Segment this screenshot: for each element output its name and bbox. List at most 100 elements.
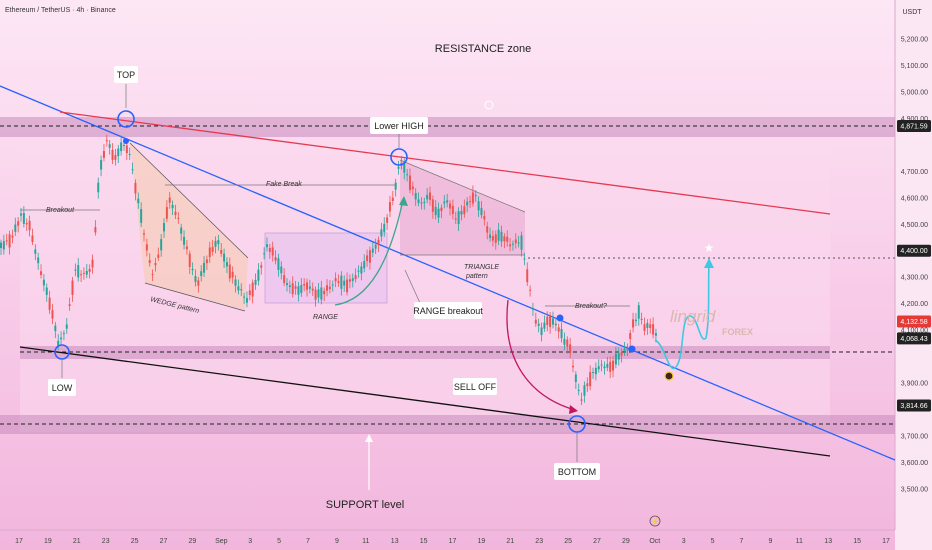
candle-body xyxy=(165,207,168,219)
candle-body xyxy=(563,338,566,345)
candle-body xyxy=(71,280,74,295)
candle-body xyxy=(363,261,366,269)
candle-body xyxy=(22,213,25,224)
price-tick-label: 4,300.00 xyxy=(901,275,928,282)
time-tick-label: Oct xyxy=(649,538,660,545)
candle-body xyxy=(48,297,51,310)
candle-body xyxy=(131,169,134,171)
candle-body xyxy=(254,279,257,285)
top-dot xyxy=(123,138,129,144)
candle-body xyxy=(268,247,271,252)
candle-body xyxy=(623,348,626,352)
time-tick-label: 17 xyxy=(449,538,457,545)
wedge-shape xyxy=(130,143,248,310)
candle-body xyxy=(42,279,45,286)
candle-body xyxy=(606,363,609,368)
candle-body xyxy=(163,223,166,232)
candle-body xyxy=(326,285,329,291)
low-label: LOW xyxy=(52,383,73,393)
star-icon: ★ xyxy=(704,241,715,255)
top-marker xyxy=(117,110,135,128)
candle-body xyxy=(188,253,191,267)
candle-body xyxy=(388,202,391,212)
lightning-icon[interactable] xyxy=(649,515,661,527)
candle-body xyxy=(251,282,254,297)
lightning-glyph: ⚡ xyxy=(651,517,660,526)
candle-body xyxy=(277,258,280,270)
candle-body xyxy=(320,287,323,300)
candle-body xyxy=(503,236,506,242)
triangle-label-2: pattern xyxy=(465,273,488,280)
candle-body xyxy=(374,244,377,249)
candle-body xyxy=(471,192,474,204)
price-axis: 5,200.00 5,100.00 5,000.00 4,900.00 4,700.00… xyxy=(901,37,928,494)
candle-body xyxy=(366,255,369,262)
candle-body xyxy=(480,208,483,216)
price-tick-label: 3,900.00 xyxy=(901,380,928,387)
candle-body xyxy=(148,260,151,263)
candle-body xyxy=(248,290,251,296)
candle-body xyxy=(25,223,28,225)
candle-body xyxy=(566,339,569,347)
candle-body xyxy=(523,258,526,260)
wedge-lower-line xyxy=(144,282,246,312)
candle-body xyxy=(586,383,589,387)
candle-body xyxy=(245,298,248,303)
price-tick-label: 5,100.00 xyxy=(901,63,928,70)
candle-body xyxy=(477,201,480,211)
candle-body xyxy=(37,257,40,264)
candle-body xyxy=(597,366,600,370)
triangle-label-1: TRIANGLE xyxy=(464,264,499,271)
candle-body xyxy=(85,270,88,275)
candle-body xyxy=(185,246,188,250)
bottom-label-box xyxy=(554,463,600,480)
candle-body xyxy=(383,223,386,232)
candle-body xyxy=(348,279,351,282)
price-tag-label: 4,068.43 xyxy=(900,336,927,343)
price-tag-label: 4,871.59 xyxy=(900,124,927,131)
candle-body xyxy=(300,284,303,293)
fake-break-label: Fake Break xyxy=(266,181,302,188)
candle-body xyxy=(171,204,174,209)
time-tick-label: 3 xyxy=(682,538,686,545)
candle-body xyxy=(560,329,563,339)
candle-body xyxy=(391,197,394,201)
candle-body xyxy=(446,200,449,203)
time-tick-label: 19 xyxy=(44,538,52,545)
candle-body xyxy=(546,316,549,326)
candle-body xyxy=(603,366,606,369)
lower-high-label: Lower HIGH xyxy=(374,121,424,131)
time-tick-label: 17 xyxy=(15,538,23,545)
time-tick-label: 5 xyxy=(277,538,281,545)
candle-body xyxy=(323,290,326,295)
candle-body xyxy=(294,286,297,289)
time-tick-label: 27 xyxy=(160,538,168,545)
candle-body xyxy=(526,269,529,283)
candle-body xyxy=(497,229,500,241)
candle-body xyxy=(108,144,111,148)
plus-icon[interactable] xyxy=(484,100,494,110)
time-tick-label: Sep xyxy=(215,538,228,545)
range-breakout-arrowhead xyxy=(399,196,408,206)
blue-trendline xyxy=(0,85,896,461)
candle-body xyxy=(180,227,183,234)
candle-body xyxy=(489,234,492,239)
candle-body xyxy=(265,244,268,248)
candle-body xyxy=(612,360,615,371)
time-tick-label: 25 xyxy=(564,538,572,545)
candle-body xyxy=(397,166,400,169)
candle-body xyxy=(652,324,655,335)
candle-body xyxy=(443,201,446,204)
candle-body xyxy=(466,201,469,206)
candle-body xyxy=(54,325,57,332)
candle-body xyxy=(314,289,317,300)
candle-body xyxy=(88,268,91,272)
support-zone-band xyxy=(0,415,895,434)
price-tag: 4,400.00 xyxy=(897,244,931,257)
sell-off-arrowhead xyxy=(569,405,578,414)
candle-body xyxy=(451,205,454,215)
candle-body xyxy=(474,195,477,197)
candle-body xyxy=(40,271,43,275)
candle-body xyxy=(334,278,337,282)
